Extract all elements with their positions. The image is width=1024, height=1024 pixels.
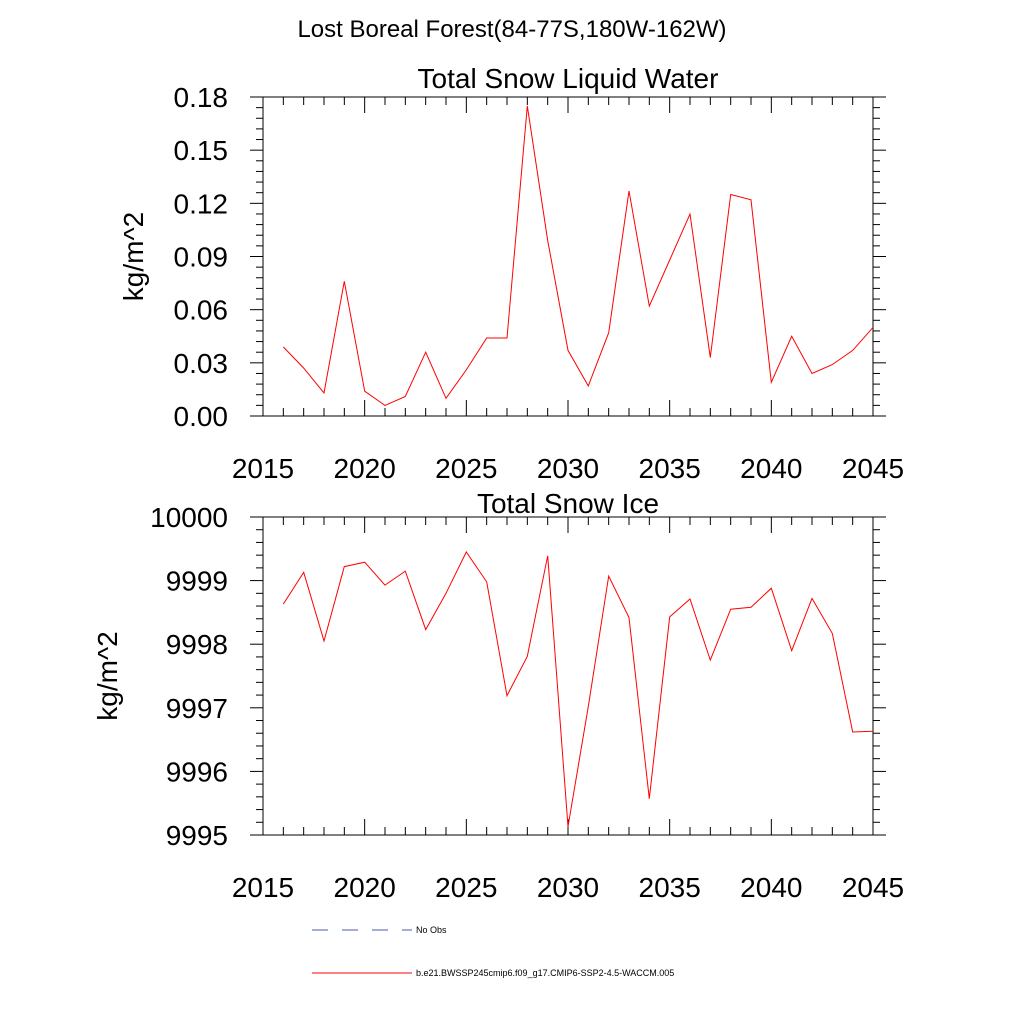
panel-title: Total Snow Ice — [477, 488, 659, 519]
y-tick-label: 0.09 — [174, 242, 229, 273]
x-tick-label: 2035 — [639, 872, 701, 903]
x-tick-label: 2035 — [639, 453, 701, 484]
y-tick-label: 9995 — [166, 820, 228, 851]
x-tick-label: 2040 — [740, 453, 802, 484]
y-tick-label: 0.06 — [174, 295, 229, 326]
x-tick-label: 2045 — [842, 872, 904, 903]
panel-snow-liquid-water: Total Snow Liquid Water kg/m^2 2015 2020 202… — [118, 63, 904, 484]
plot-frame — [262, 96, 874, 417]
x-tick-label: 2015 — [232, 872, 294, 903]
x-tick-label: 2020 — [334, 453, 396, 484]
x-tick-label: 2025 — [435, 453, 497, 484]
y-tick-label: 0.15 — [174, 135, 229, 166]
x-tick-label: 2045 — [842, 453, 904, 484]
y-axis-label: kg/m^2 — [92, 631, 123, 720]
panel-title: Total Snow Liquid Water — [418, 63, 719, 94]
x-tick-label: 2015 — [232, 453, 294, 484]
y-tick-label: 0.03 — [174, 348, 229, 379]
figure-title: Lost Boreal Forest(84-77S,180W-162W) — [297, 16, 727, 43]
y-tick-label: 10000 — [150, 502, 228, 533]
legend-label-model: b.e21.BWSSP245cmip6.f09_g17.CMIP6-SSP2-4… — [416, 968, 674, 978]
y-tick-label: 9999 — [166, 566, 228, 597]
y-tick-label: 0.18 — [174, 82, 229, 113]
legend: No Obs b.e21.BWSSP245cmip6.f09_g17.CMIP6… — [312, 925, 674, 978]
panel-snow-ice: Total Snow Ice kg/m^2 2015 2020 2025 2030 2035… — [92, 488, 904, 903]
x-tick-label: 2030 — [537, 453, 599, 484]
x-tick-label: 2040 — [740, 872, 802, 903]
y-tick-label: 0.00 — [174, 401, 229, 432]
y-tick-label: 9998 — [166, 629, 228, 660]
x-tick-label: 2030 — [537, 872, 599, 903]
y-axis-label: kg/m^2 — [118, 212, 149, 301]
y-tick-label: 9996 — [166, 756, 228, 787]
x-tick-label: 2025 — [435, 872, 497, 903]
legend-label-no-obs: No Obs — [416, 925, 447, 935]
series-line — [282, 551, 874, 827]
series-line — [282, 105, 874, 406]
y-tick-label: 0.12 — [174, 188, 229, 219]
y-tick-label: 9997 — [166, 693, 228, 724]
x-tick-label: 2020 — [334, 872, 396, 903]
